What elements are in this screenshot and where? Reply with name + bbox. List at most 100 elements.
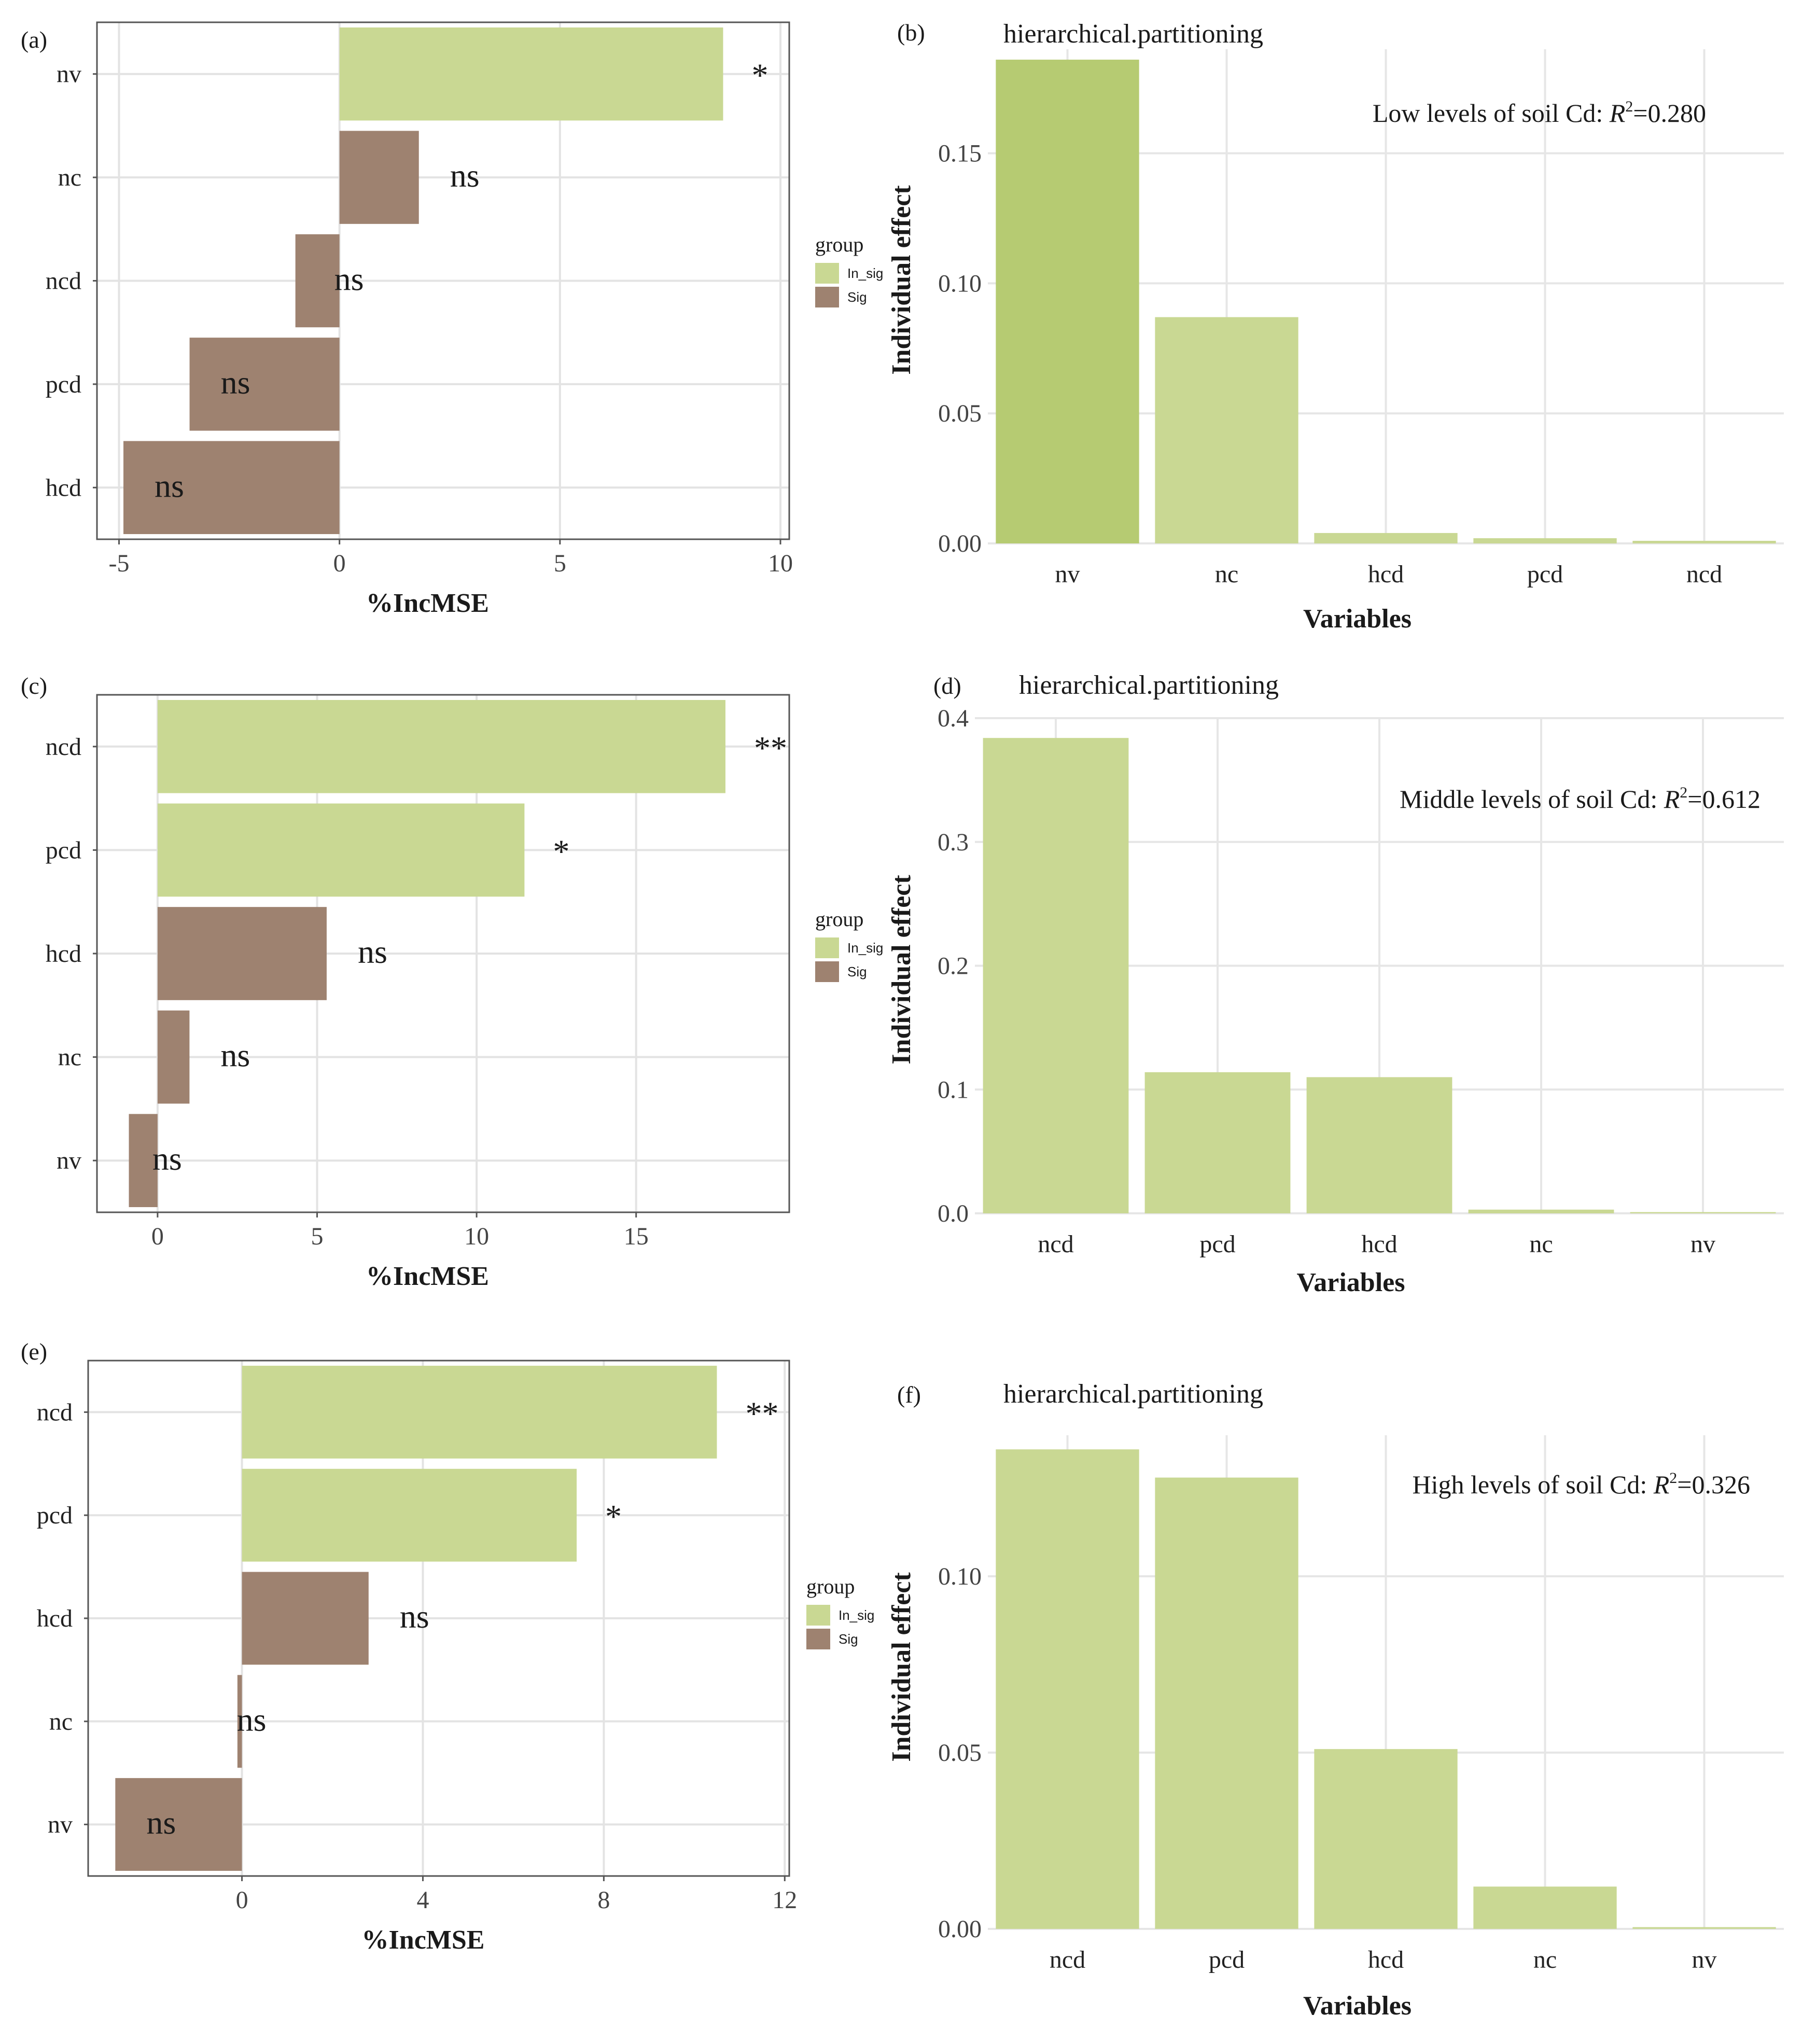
x-tick-label: 0: [151, 1223, 164, 1250]
x-axis-title: %IncMSE: [366, 589, 489, 618]
chart-title: hierarchical.partitioning: [1003, 1379, 1263, 1409]
legend-swatch: [815, 961, 839, 982]
significance-label: ns: [146, 1804, 176, 1841]
significance-label: *: [605, 1498, 622, 1535]
legend-swatch: [806, 1605, 830, 1626]
y-tick-label: 0.15: [938, 140, 982, 167]
y-tick-label: ncd: [46, 733, 81, 761]
x-tick-label: 15: [624, 1223, 649, 1250]
x-tick-label: pcd: [1527, 561, 1563, 588]
y-tick-label: hcd: [46, 940, 81, 968]
bar-hcd: [1314, 533, 1458, 543]
significance-label: **: [745, 1395, 778, 1432]
panel-label: (f): [897, 1381, 921, 1408]
r2-r2_symbol: R: [1653, 1470, 1670, 1499]
bar-ncd: [157, 699, 725, 793]
panel-a: (a) nv * nc ns ncd ns pcd ns hcd ns -5 0 5 10 %IncMSE gr…: [21, 21, 883, 618]
legend-swatch: [806, 1629, 830, 1649]
legend-entry: Sig: [847, 964, 867, 979]
r2-r2_symbol: R: [1609, 99, 1626, 128]
bar-hcd: [242, 1572, 369, 1665]
x-axis-title: Variables: [1303, 1991, 1412, 2021]
y-tick-label: 0.3: [938, 829, 969, 856]
bar-nv: [339, 27, 723, 121]
bar-nv: [1630, 1212, 1776, 1213]
y-axis-title: Individual effect: [887, 185, 916, 375]
x-tick-label: ncd: [1050, 1946, 1085, 1973]
significance-label: ns: [237, 1701, 267, 1738]
r2-note: High levels of soil Cd:: [1412, 1470, 1653, 1499]
y-tick-label: nc: [58, 164, 81, 191]
y-tick-label: nc: [58, 1044, 81, 1071]
bar-pcd: [157, 803, 525, 897]
y-axis-title: Individual effect: [887, 875, 916, 1065]
y-tick-label: hcd: [46, 474, 81, 501]
legend-swatch: [815, 287, 839, 307]
y-tick-label: 0.00: [938, 1915, 982, 1943]
bar-hcd: [123, 441, 340, 535]
bar-pcd: [1155, 1477, 1298, 1929]
y-tick-label: 0.10: [938, 270, 982, 297]
y-tick-label: nc: [49, 1708, 73, 1735]
bar-hcd: [1306, 1077, 1452, 1213]
significance-label: ns: [152, 1140, 182, 1177]
x-tick-label: pcd: [1209, 1946, 1245, 1973]
x-tick-label: 0: [333, 550, 346, 577]
bar-nc: [1473, 1886, 1617, 1929]
r2-r2_sup: 2: [1625, 98, 1633, 115]
bar-nc: [339, 131, 419, 224]
x-tick-label: ncd: [1686, 561, 1722, 588]
bar-nc: [1155, 317, 1298, 543]
y-tick-label: nv: [57, 1147, 81, 1174]
r2-r2_value: =0.612: [1687, 785, 1761, 814]
significance-label: ns: [358, 933, 387, 970]
panel-e: (e) ncd ** pcd * hcd ns nc ns nv ns 0 4 8 12 %IncMSE gro…: [21, 1338, 874, 1955]
y-axis-title: Individual effect: [887, 1572, 916, 1762]
x-tick-label: 4: [416, 1886, 429, 1914]
x-axis-title: Variables: [1303, 604, 1412, 634]
significance-label: *: [751, 57, 768, 94]
x-tick-label: pcd: [1199, 1230, 1235, 1258]
significance-label: ns: [221, 364, 250, 401]
bar-ncd: [996, 1449, 1139, 1929]
bar-ncd: [242, 1365, 717, 1459]
chart-title: hierarchical.partitioning: [1019, 670, 1279, 700]
panel-label: (c): [21, 673, 47, 699]
r2-r2_sup: 2: [1680, 784, 1687, 801]
bar-nc: [1468, 1209, 1614, 1213]
y-tick-label: 0.1: [938, 1076, 969, 1103]
bar-ncd: [295, 234, 340, 328]
y-tick-label: 0.4: [938, 705, 969, 732]
panel-label: (b): [897, 19, 925, 46]
y-tick-label: 0.05: [938, 400, 982, 427]
bar-nc: [237, 1675, 242, 1768]
bar-hcd: [1314, 1749, 1458, 1929]
r2-annotation: Low levels of soil Cd: R2=0.280: [1373, 98, 1706, 128]
r2-annotation: Middle levels of soil Cd: R2=0.612: [1400, 784, 1761, 814]
r2-note: Middle levels of soil Cd:: [1400, 785, 1664, 814]
x-tick-label: -5: [109, 550, 130, 577]
x-tick-label: hcd: [1368, 1946, 1404, 1973]
panel-b: (b) hierarchical.partitioning nv nc hcd pcd nc…: [887, 19, 1784, 634]
plot-frame: [87, 1360, 790, 1877]
plot-frame: [96, 21, 790, 540]
chart-title: hierarchical.partitioning: [1003, 19, 1263, 49]
x-tick-label: nc: [1215, 561, 1238, 588]
plot-frame: [96, 694, 790, 1213]
significance-label: ns: [155, 467, 184, 504]
y-tick-label: 0.05: [938, 1739, 982, 1767]
r2-r2_symbol: R: [1664, 785, 1680, 814]
x-tick-label: nv: [1692, 1946, 1717, 1973]
y-tick-label: 0.00: [938, 530, 982, 557]
significance-label: *: [553, 833, 569, 870]
legend-title: group: [806, 1575, 855, 1598]
legend: group In_sig Sig: [815, 907, 883, 982]
significance-label: ns: [220, 1037, 250, 1074]
x-tick-label: 12: [772, 1886, 797, 1914]
x-tick-label: 5: [311, 1223, 323, 1250]
legend-entry: Sig: [847, 289, 867, 305]
legend-title: group: [815, 233, 863, 256]
panel-label: (d): [933, 673, 961, 699]
bar-nv: [1632, 1927, 1776, 1929]
